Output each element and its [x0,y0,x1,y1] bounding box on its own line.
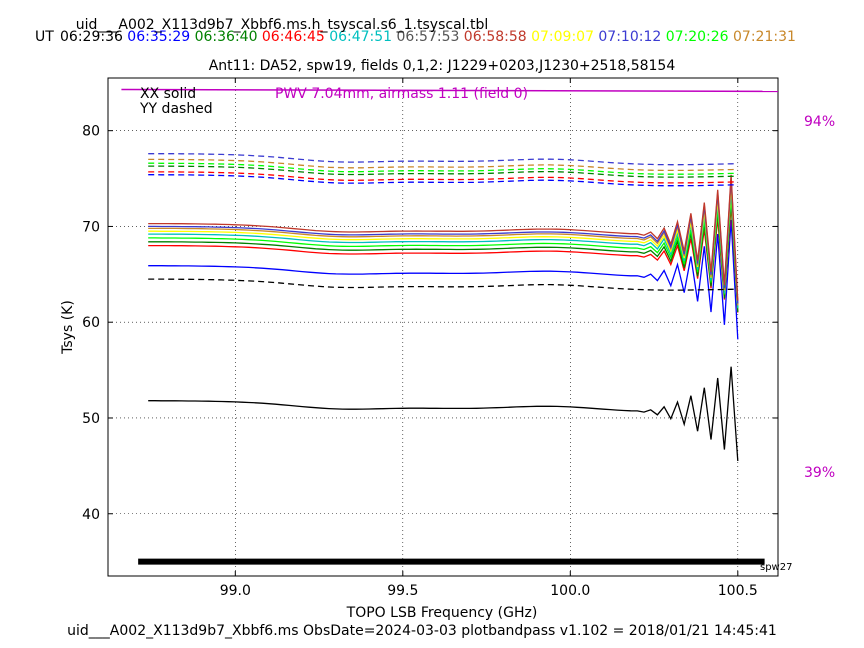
y-tick-label: 50 [82,411,100,427]
series-xx-0 [148,366,739,462]
y-axis-ticks: 40 50 60 70 80 [82,124,778,523]
x-tick-label: 100.0 [550,583,590,599]
ut-label: UT [35,29,54,45]
ut-time: 06:29:36 [60,29,123,45]
series-xx-6 [148,185,739,305]
series-xx-3 [148,198,739,313]
ut-time: 07:20:26 [665,29,729,45]
series-xx-1 [148,219,739,340]
series-yy-14 [148,162,738,175]
y-tick-label: 60 [82,315,100,331]
legend-yy: YY dashed [139,101,213,117]
x-tick-label: 100.5 [718,583,758,599]
y-tick-label: 40 [82,507,100,523]
series-xx-8 [148,177,739,304]
pwv-label: PWV 7.04mm, airmass 1.11 (field 0) [275,86,528,102]
series-yy-16 [148,153,738,166]
x-tick-label: 99.5 [387,583,418,599]
y-tick-label: 80 [82,124,100,140]
series-yy-11 [148,174,738,187]
chart-subtitle: Ant11: DA52, spw19, fields 0,1,2: J1229+… [209,58,676,74]
y-tick-label: 70 [82,219,100,235]
ut-time: 06:46:45 [261,29,325,45]
series-xx-7 [148,179,739,306]
x-axis-label: TOPO LSB Frequency (GHz) [346,605,538,621]
plot-frame [107,77,779,577]
series-xx-9 [148,174,739,301]
legend-xx: XX solid [140,86,196,102]
y-axis-label: Tsys (K) [60,300,76,355]
series-xx-4 [148,195,739,309]
ut-time: 06:47:51 [329,29,393,45]
transmission-top-label: 94% [804,114,835,130]
ut-time: 06:58:58 [463,29,527,45]
ut-time: 07:10:12 [598,29,662,45]
grid-lines [108,78,778,576]
series-yy-10 [148,278,738,291]
ut-time: 06:35:29 [127,29,191,45]
transmission-line [121,88,779,93]
ut-time: 06:57:53 [396,29,460,45]
spw-label: spw27 [760,562,792,573]
tsys-series [148,153,739,462]
series-yy-13 [148,165,738,178]
series-yy-12 [148,171,738,184]
ut-time: 06:36:40 [194,29,258,45]
series-xx-5 [148,188,739,308]
x-tick-label: 99.0 [220,583,251,599]
footer: uid___A002_X113d9b7_Xbbf6.ms ObsDate=202… [67,623,777,639]
series-xx-2 [148,205,739,313]
x-axis-ticks: 99.0 99.5 100.0 100.5 [220,78,758,599]
ut-time: 07:09:07 [531,29,594,45]
file-title: uid___A002_X113d9b7_Xbbf6.ms.h_tsyscal.s… [76,17,489,33]
ut-time: 07:21:31 [733,29,796,45]
transmission-bottom-label: 39% [804,465,835,481]
series-yy-15 [148,158,738,172]
